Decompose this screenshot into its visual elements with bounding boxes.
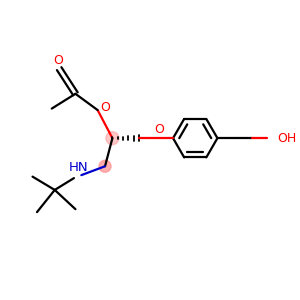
Text: O: O (154, 123, 164, 136)
Text: HN: HN (69, 161, 89, 174)
Text: OH: OH (278, 132, 297, 145)
Circle shape (99, 160, 111, 172)
Text: O: O (101, 101, 110, 114)
Text: O: O (53, 54, 63, 67)
Circle shape (99, 160, 111, 172)
Circle shape (106, 132, 119, 145)
